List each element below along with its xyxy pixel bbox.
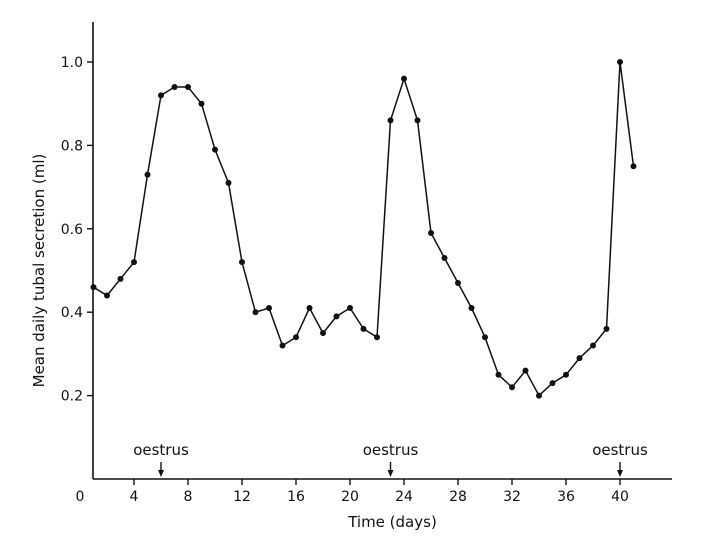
data-point bbox=[549, 380, 556, 387]
data-point bbox=[563, 371, 569, 378]
data-point bbox=[495, 371, 502, 378]
data-point bbox=[387, 117, 394, 124]
x-tick-label: 32 bbox=[503, 489, 521, 505]
data-point bbox=[428, 229, 434, 236]
y-tick-label: 0.4 bbox=[61, 305, 83, 321]
x-tick-label: 28 bbox=[449, 489, 467, 505]
y-tick-label: 1.0 bbox=[61, 55, 83, 71]
data-point bbox=[293, 334, 299, 341]
data-point bbox=[212, 146, 218, 153]
data-points bbox=[90, 59, 637, 399]
data-point bbox=[455, 280, 461, 287]
annotation-arrowhead bbox=[617, 470, 623, 477]
data-point bbox=[333, 313, 340, 320]
x-tick-label: 24 bbox=[395, 489, 413, 505]
data-point bbox=[441, 254, 448, 261]
data-point bbox=[374, 334, 380, 341]
oestrus-annotation: oestrus bbox=[363, 441, 419, 477]
data-point bbox=[252, 309, 259, 316]
data-point bbox=[158, 92, 164, 99]
x-ticks: 0 4 8 12 16 20 24 28 32 36 40 bbox=[76, 479, 629, 505]
x-axis-title: Time (days) bbox=[347, 513, 437, 531]
y-tick-label: 0.6 bbox=[61, 222, 83, 238]
data-point bbox=[576, 355, 583, 362]
annotation-label: oestrus bbox=[592, 441, 648, 459]
data-point bbox=[536, 392, 542, 399]
data-point bbox=[522, 367, 529, 374]
data-point bbox=[225, 179, 232, 186]
oestrus-annotation: oestrus bbox=[133, 441, 189, 477]
x-tick-label: 4 bbox=[130, 489, 139, 505]
series-line bbox=[93, 61, 635, 397]
data-point bbox=[306, 305, 313, 312]
data-point bbox=[144, 171, 151, 178]
x-tick-label: 20 bbox=[341, 489, 359, 505]
data-point bbox=[482, 334, 488, 341]
data-point bbox=[171, 84, 178, 91]
data-point bbox=[590, 342, 596, 349]
x-tick-label: 16 bbox=[287, 489, 305, 505]
x-tick-label: 0 bbox=[76, 489, 85, 505]
data-point bbox=[347, 305, 353, 312]
annotation-label: oestrus bbox=[363, 441, 419, 459]
oestrus-annotations: oestrus oestrus oestrus bbox=[133, 441, 648, 477]
data-point bbox=[90, 284, 97, 291]
data-point bbox=[630, 163, 637, 170]
data-point bbox=[117, 275, 124, 282]
data-point bbox=[414, 117, 421, 124]
data-point bbox=[509, 384, 515, 391]
x-tick-label: 12 bbox=[233, 489, 251, 505]
annotation-label: oestrus bbox=[133, 441, 189, 459]
data-point bbox=[131, 259, 137, 266]
x-tick-label: 8 bbox=[184, 489, 193, 505]
y-axis-title: Mean daily tubal secretion (ml) bbox=[30, 154, 48, 388]
data-point bbox=[320, 330, 326, 337]
data-point bbox=[360, 325, 367, 332]
oestrus-annotation: oestrus bbox=[592, 441, 648, 477]
y-tick-label: 0.8 bbox=[61, 138, 83, 154]
data-point bbox=[468, 305, 475, 312]
y-ticks: 0.2 0.4 0.6 0.8 1.0 bbox=[61, 55, 93, 405]
data-point bbox=[104, 292, 110, 299]
annotation-arrowhead bbox=[387, 470, 394, 477]
data-point bbox=[239, 259, 245, 266]
data-point bbox=[198, 100, 205, 107]
y-tick-label: 0.2 bbox=[61, 389, 83, 405]
data-point bbox=[401, 75, 407, 82]
data-point bbox=[603, 325, 610, 332]
data-point bbox=[617, 59, 623, 65]
x-tick-label: 36 bbox=[557, 489, 575, 505]
data-point bbox=[279, 342, 286, 349]
data-point bbox=[266, 305, 272, 312]
x-tick-label: 40 bbox=[611, 489, 629, 505]
annotation-arrowhead bbox=[158, 470, 164, 477]
data-point bbox=[185, 84, 191, 91]
